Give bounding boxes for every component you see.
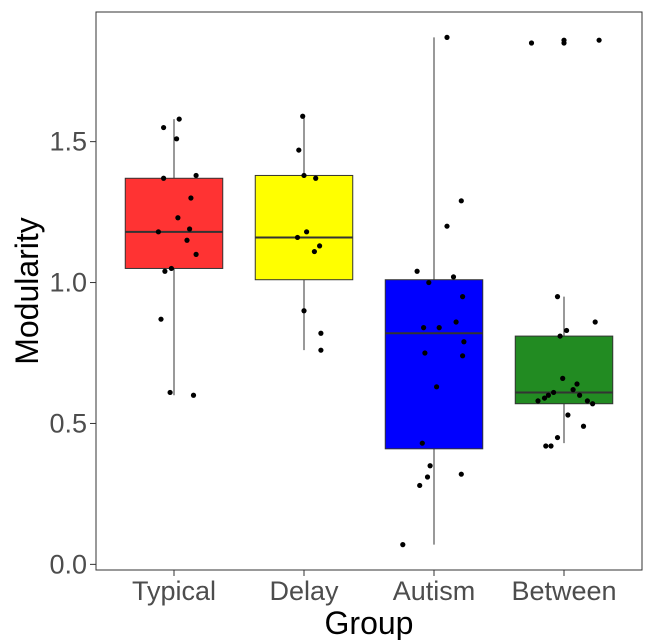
data-point-autism	[414, 268, 420, 274]
data-point-between	[580, 423, 587, 429]
data-point-autism	[417, 482, 423, 489]
data-point-delay	[304, 229, 310, 235]
data-point-typical	[188, 195, 194, 201]
data-point-delay	[296, 147, 302, 153]
data-point-delay	[300, 113, 306, 119]
data-point-typical	[174, 136, 180, 142]
data-point-delay	[301, 172, 307, 179]
data-point-typical	[190, 392, 197, 398]
data-point-autism	[424, 474, 431, 480]
boxes-layer	[124, 37, 614, 545]
data-point-typical	[168, 265, 174, 272]
data-point-between	[541, 395, 548, 401]
data-point-between	[548, 443, 554, 449]
x-axis-ticks: Typical Delay Autism Between	[132, 570, 617, 606]
data-point-autism	[460, 353, 466, 359]
data-point-autism	[434, 384, 440, 390]
box-autism	[384, 279, 484, 450]
data-point-between	[570, 387, 576, 393]
data-point-between	[560, 375, 566, 381]
x-tick-label-delay: Delay	[269, 576, 339, 606]
x-tick-label-typical: Typical	[132, 576, 216, 606]
data-point-autism	[419, 440, 425, 446]
box-delay	[254, 174, 354, 281]
data-point-between	[554, 294, 561, 300]
points-layer	[155, 34, 602, 548]
outlier-point-between	[561, 37, 567, 43]
data-point-delay	[317, 243, 323, 249]
data-point-autism	[458, 471, 464, 477]
data-point-typical	[167, 389, 173, 396]
data-point-delay	[318, 330, 324, 336]
data-point-delay	[301, 308, 307, 314]
data-point-autism	[421, 325, 427, 331]
data-point-between	[551, 389, 557, 396]
data-point-between	[554, 434, 561, 441]
data-point-delay	[311, 248, 317, 255]
data-point-autism	[458, 198, 464, 204]
data-point-delay	[318, 347, 324, 353]
data-point-typical	[176, 116, 182, 122]
y-axis-title: Modularity	[9, 217, 45, 365]
y-tick-label: 1.0	[49, 268, 87, 298]
data-point-autism	[453, 319, 459, 325]
data-point-between	[557, 333, 563, 339]
data-point-between	[590, 401, 596, 407]
data-point-typical	[193, 251, 199, 257]
data-point-delay	[313, 175, 319, 181]
box-between	[514, 335, 614, 405]
plot-panel	[95, 11, 643, 571]
box-typical	[124, 177, 224, 269]
data-point-between	[596, 37, 602, 43]
data-point-between	[565, 412, 571, 418]
data-point-autism	[436, 325, 442, 331]
data-point-typical	[187, 226, 193, 232]
data-point-autism	[400, 542, 406, 548]
data-point-between	[592, 319, 598, 325]
data-point-autism	[444, 223, 450, 229]
y-tick-label: 1.5	[49, 127, 87, 157]
data-point-typical	[193, 172, 199, 179]
data-point-typical	[162, 268, 168, 274]
y-tick-label: 0.0	[49, 549, 87, 579]
data-point-between	[528, 40, 535, 46]
data-point-between	[577, 392, 583, 398]
x-axis-title: Group	[325, 605, 414, 640]
x-tick-label-between: Between	[511, 576, 616, 606]
data-point-between	[574, 381, 580, 387]
y-tick-label: 0.5	[49, 408, 87, 438]
data-point-typical	[184, 237, 190, 243]
data-point-between	[535, 398, 541, 404]
data-point-autism	[426, 279, 432, 286]
data-point-typical	[155, 229, 161, 235]
data-point-typical	[175, 215, 181, 221]
data-point-autism	[422, 350, 428, 356]
data-point-between	[543, 443, 549, 449]
data-point-typical	[161, 124, 167, 131]
data-point-delay	[294, 234, 301, 241]
data-point-autism	[444, 34, 450, 40]
data-point-between	[545, 392, 552, 398]
data-point-typical	[158, 316, 164, 322]
data-point-autism	[427, 463, 433, 469]
data-point-between	[584, 398, 591, 404]
data-point-autism	[450, 274, 457, 280]
data-point-between	[564, 327, 570, 334]
x-tick-label-autism: Autism	[393, 576, 476, 606]
data-point-autism	[460, 294, 466, 300]
data-point-typical	[161, 175, 167, 181]
y-axis-ticks: 0.0 0.5 1.0 1.5	[49, 127, 96, 579]
data-point-autism	[461, 339, 467, 345]
